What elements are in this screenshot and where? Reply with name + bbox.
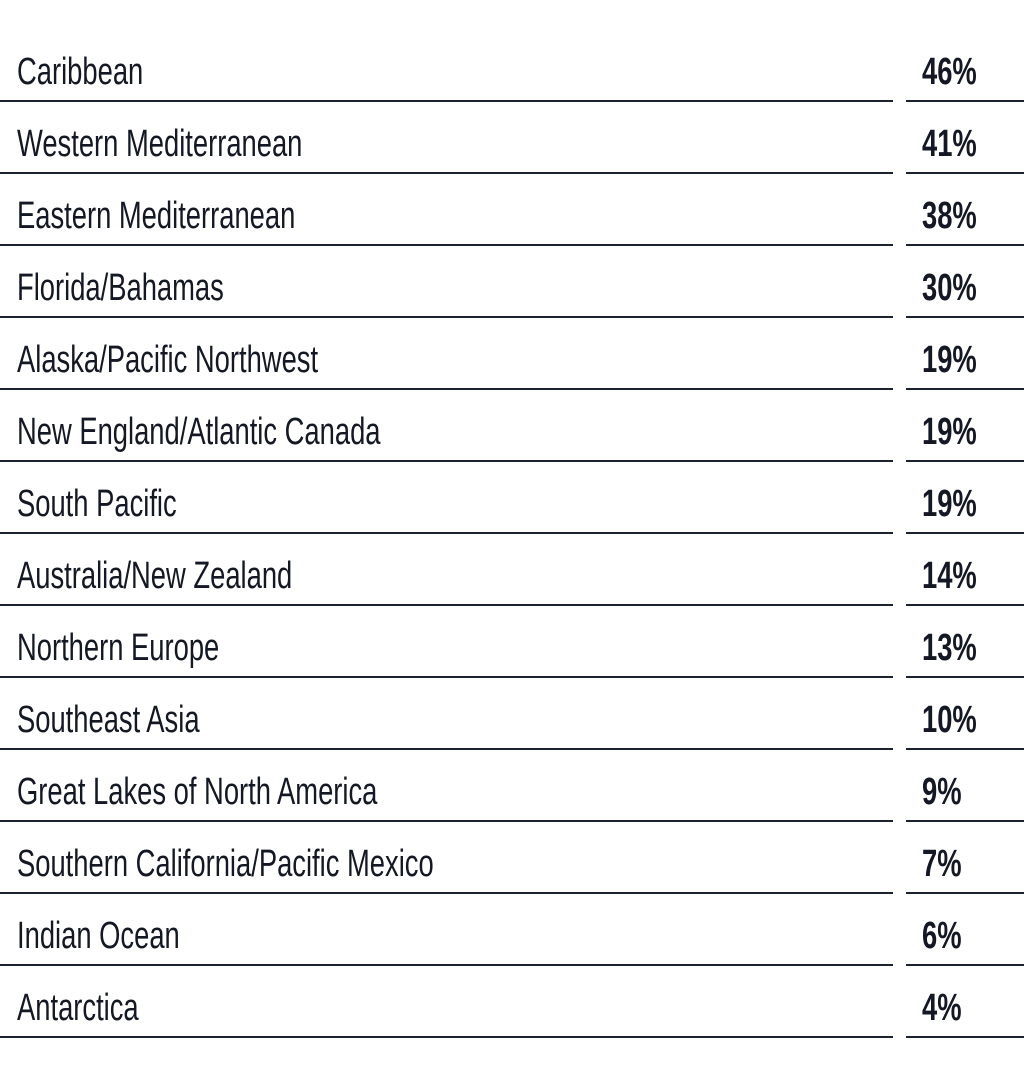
table-row: Southern California/Pacific Mexico 7%	[0, 822, 1024, 894]
destination-table: Caribbean 46% Western Mediterranean 41% East…	[0, 30, 1024, 1038]
destination-label: Northern Europe	[17, 627, 220, 669]
row-divider-left	[0, 748, 893, 750]
destination-label: Australia/New Zealand	[17, 555, 293, 597]
table-row: Caribbean 46%	[0, 30, 1024, 102]
row-divider-right	[906, 172, 1024, 174]
table-row: Eastern Mediterranean 38%	[0, 174, 1024, 246]
table-row: Southeast Asia 10%	[0, 678, 1024, 750]
row-divider-right	[906, 388, 1024, 390]
row-divider-right	[906, 892, 1024, 894]
row-divider-right	[906, 964, 1024, 966]
row-divider-left	[0, 316, 893, 318]
percent-value: 19%	[922, 483, 977, 525]
destination-label: Western Mediterranean	[17, 123, 303, 165]
row-divider-left	[0, 604, 893, 606]
destination-label: Caribbean	[17, 51, 144, 93]
row-divider-left	[0, 676, 893, 678]
row-divider-right	[906, 1036, 1024, 1038]
row-divider-left	[0, 820, 893, 822]
percent-value: 38%	[922, 195, 977, 237]
percent-value: 19%	[922, 411, 977, 453]
table-row: Western Mediterranean 41%	[0, 102, 1024, 174]
destination-label: Southeast Asia	[17, 699, 200, 741]
percent-value: 19%	[922, 339, 977, 381]
table-row: Australia/New Zealand 14%	[0, 534, 1024, 606]
percent-value: 7%	[922, 843, 962, 885]
row-divider-left	[0, 388, 893, 390]
percent-value: 41%	[922, 123, 977, 165]
destination-label: Southern California/Pacific Mexico	[17, 843, 434, 885]
table-row: South Pacific 19%	[0, 462, 1024, 534]
row-divider-right	[906, 676, 1024, 678]
row-divider-right	[906, 748, 1024, 750]
table-row: Florida/Bahamas 30%	[0, 246, 1024, 318]
destination-label: Antarctica	[17, 987, 139, 1029]
percent-value: 30%	[922, 267, 977, 309]
table-row: New England/Atlantic Canada 19%	[0, 390, 1024, 462]
row-divider-left	[0, 244, 893, 246]
table-row: Alaska/Pacific Northwest 19%	[0, 318, 1024, 390]
row-divider-right	[906, 460, 1024, 462]
row-divider-left	[0, 532, 893, 534]
row-divider-right	[906, 100, 1024, 102]
destination-label: Eastern Mediterranean	[17, 195, 296, 237]
row-divider-left	[0, 172, 893, 174]
destination-label: Great Lakes of North America	[17, 771, 378, 813]
row-divider-right	[906, 820, 1024, 822]
destination-label: Indian Ocean	[17, 915, 180, 957]
percent-value: 6%	[922, 915, 962, 957]
row-divider-right	[906, 532, 1024, 534]
row-divider-right	[906, 604, 1024, 606]
percent-value: 9%	[922, 771, 962, 813]
destination-label: Alaska/Pacific Northwest	[17, 339, 319, 381]
row-divider-left	[0, 1036, 893, 1038]
percent-value: 4%	[922, 987, 962, 1029]
destination-label: New England/Atlantic Canada	[17, 411, 381, 453]
table-row: Great Lakes of North America 9%	[0, 750, 1024, 822]
destination-label: Florida/Bahamas	[17, 267, 224, 309]
row-divider-right	[906, 316, 1024, 318]
percent-value: 13%	[922, 627, 977, 669]
row-divider-left	[0, 964, 893, 966]
percent-value: 14%	[922, 555, 977, 597]
row-divider-right	[906, 244, 1024, 246]
row-divider-left	[0, 100, 893, 102]
percent-value: 10%	[922, 699, 977, 741]
row-divider-left	[0, 460, 893, 462]
destination-label: South Pacific	[17, 483, 177, 525]
row-divider-left	[0, 892, 893, 894]
table-row: Northern Europe 13%	[0, 606, 1024, 678]
percent-value: 46%	[922, 51, 977, 93]
table-row: Antarctica 4%	[0, 966, 1024, 1038]
table-row: Indian Ocean 6%	[0, 894, 1024, 966]
